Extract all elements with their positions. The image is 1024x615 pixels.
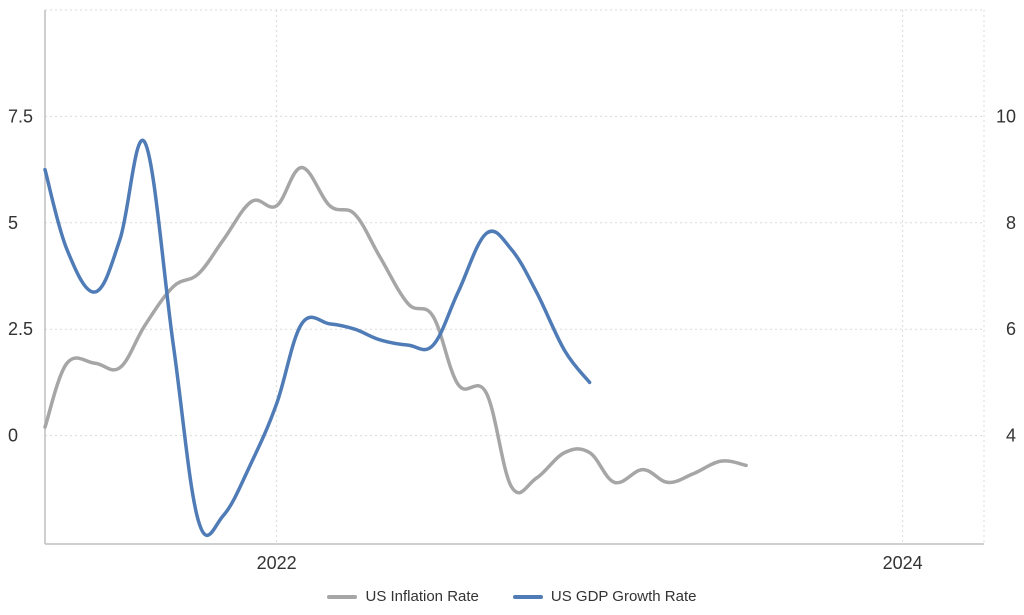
x-tick-label: 2022 [257,553,297,573]
chart-legend: US Inflation Rate US GDP Growth Rate [0,588,1024,605]
x-tick-label: 2024 [883,553,923,573]
legend-swatch [327,594,358,599]
series-layer [43,138,748,538]
legend-label: US GDP Growth Rate [550,588,697,605]
legend-item: US Inflation Rate [327,588,479,605]
y-left-tick-label: 2.5 [8,319,33,339]
series-line-us-inflation-rate [43,165,748,495]
y-left-tick-label: 7.5 [8,106,33,126]
legend-item: US GDP Growth Rate [512,588,697,605]
y-left-tick-label: 0 [8,426,18,446]
grid-layer [45,9,985,542]
y-left-tick-label: 5 [8,213,18,233]
legend-swatch [512,594,543,599]
y-right-tick-label: 4 [1006,426,1016,446]
axis-layer: 0 2.5 5 7.5 4 6 8 10 2022 2024 [8,10,1016,573]
y-right-tick-label: 8 [1006,213,1016,233]
y-right-tick-label: 10 [996,106,1016,126]
line-chart: 0 2.5 5 7.5 4 6 8 10 2022 2024 [8,9,1016,573]
series-line-us-gdp-growth-rate [43,138,592,538]
legend-label: US Inflation Rate [365,588,479,605]
y-right-tick-label: 6 [1006,319,1016,339]
